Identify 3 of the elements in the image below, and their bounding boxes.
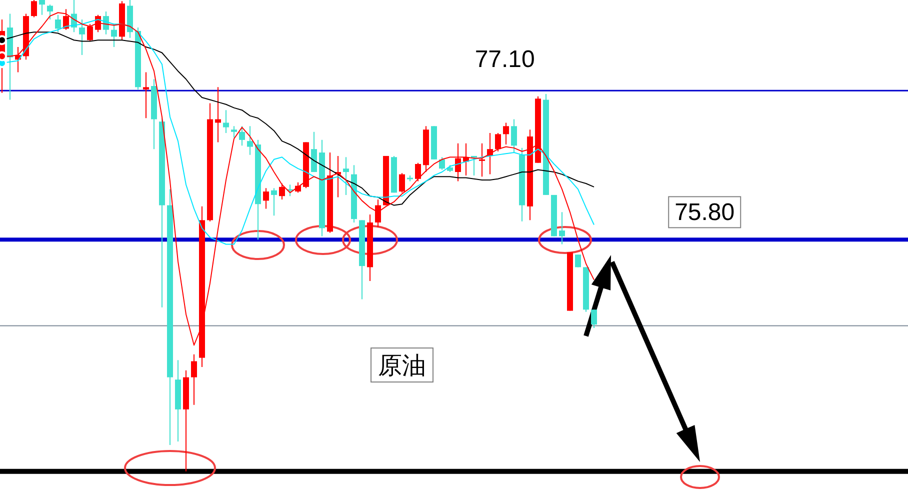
ref-line-label: 75.80: [674, 199, 735, 226]
ref-line-label: 77.10: [474, 46, 535, 74]
annotation: 原油: [378, 352, 426, 380]
